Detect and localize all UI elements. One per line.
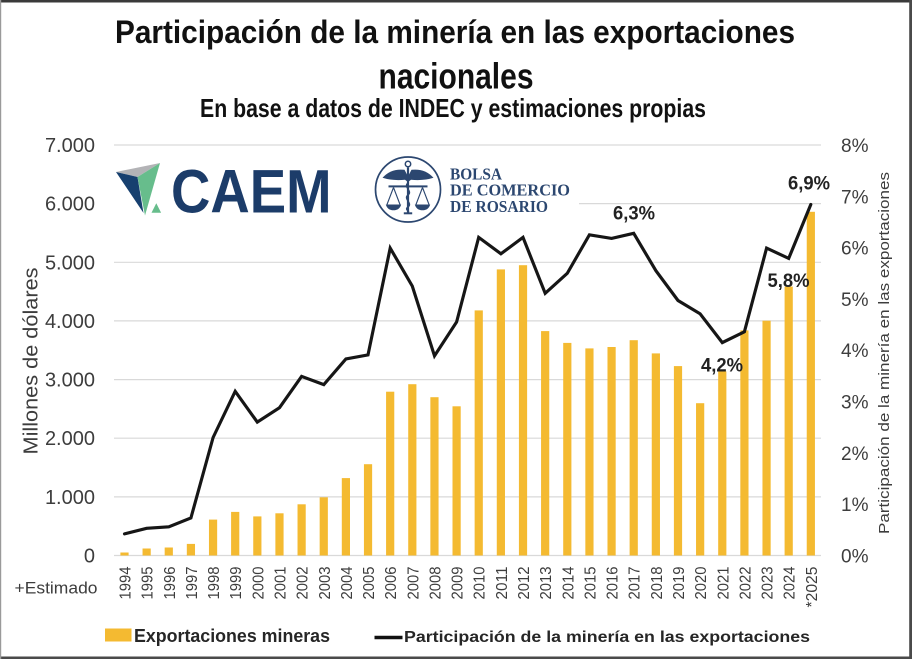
svg-text:6,3%: 6,3% bbox=[613, 203, 655, 224]
svg-text:+Estimado: +Estimado bbox=[15, 579, 98, 598]
svg-text:1999: 1999 bbox=[228, 566, 245, 599]
svg-text:6.000: 6.000 bbox=[45, 194, 95, 216]
svg-text:2021: 2021 bbox=[715, 566, 732, 599]
svg-text:1996: 1996 bbox=[162, 566, 179, 599]
svg-text:Exportaciones mineras: Exportaciones mineras bbox=[134, 626, 330, 646]
svg-text:5%: 5% bbox=[841, 290, 869, 311]
svg-text:2008: 2008 bbox=[428, 566, 445, 599]
svg-text:0%: 0% bbox=[841, 547, 869, 568]
svg-text:2010: 2010 bbox=[472, 566, 489, 599]
svg-text:2014: 2014 bbox=[560, 566, 577, 599]
svg-text:Participación de la minería en: Participación de la minería en las expor… bbox=[115, 14, 795, 50]
svg-text:5.000: 5.000 bbox=[45, 252, 95, 274]
svg-text:8%: 8% bbox=[841, 136, 869, 157]
svg-text:1994: 1994 bbox=[118, 566, 135, 599]
svg-text:Participación de la minería en: Participación de la minería en las expor… bbox=[404, 629, 810, 646]
svg-text:2013: 2013 bbox=[538, 566, 555, 599]
svg-text:BOLSA: BOLSA bbox=[450, 165, 503, 184]
svg-text:2005: 2005 bbox=[361, 566, 378, 599]
svg-text:5,8%: 5,8% bbox=[768, 271, 810, 292]
svg-text:Millones de dólares: Millones de dólares bbox=[21, 268, 43, 455]
svg-text:2004: 2004 bbox=[339, 566, 356, 599]
svg-text:2007: 2007 bbox=[405, 566, 422, 599]
svg-text:2006: 2006 bbox=[383, 566, 400, 599]
svg-text:3%: 3% bbox=[841, 393, 869, 414]
svg-text:2018: 2018 bbox=[649, 566, 666, 599]
svg-text:1998: 1998 bbox=[206, 566, 223, 599]
svg-text:6%: 6% bbox=[841, 239, 869, 260]
svg-text:2015: 2015 bbox=[582, 566, 599, 599]
svg-text:2019: 2019 bbox=[671, 566, 688, 599]
svg-text:2024: 2024 bbox=[782, 566, 799, 599]
svg-text:7%: 7% bbox=[841, 187, 869, 208]
svg-text:3.000: 3.000 bbox=[45, 370, 95, 392]
svg-text:4.000: 4.000 bbox=[45, 311, 95, 333]
svg-text:7.000: 7.000 bbox=[45, 135, 95, 157]
svg-text:1.000: 1.000 bbox=[45, 487, 95, 509]
svg-text:4%: 4% bbox=[841, 341, 869, 362]
svg-text:2.000: 2.000 bbox=[45, 428, 95, 450]
svg-text:2001: 2001 bbox=[273, 566, 290, 599]
svg-text:2022: 2022 bbox=[737, 566, 754, 599]
svg-text:2000: 2000 bbox=[250, 566, 267, 599]
svg-text:6,9%: 6,9% bbox=[788, 174, 830, 195]
svg-text:2011: 2011 bbox=[494, 566, 511, 599]
svg-text:1%: 1% bbox=[841, 495, 869, 516]
svg-text:2%: 2% bbox=[841, 444, 869, 465]
svg-text:DE ROSARIO: DE ROSARIO bbox=[450, 197, 548, 216]
svg-text:0: 0 bbox=[84, 546, 95, 568]
svg-text:CAEM: CAEM bbox=[171, 157, 332, 225]
svg-text:2023: 2023 bbox=[760, 566, 777, 599]
svg-text:2002: 2002 bbox=[295, 566, 312, 599]
svg-text:2009: 2009 bbox=[450, 566, 467, 599]
svg-text:DE COMERCIO: DE COMERCIO bbox=[450, 181, 570, 200]
svg-text:2016: 2016 bbox=[605, 566, 622, 599]
svg-text:4,2%: 4,2% bbox=[701, 356, 743, 377]
svg-text:2003: 2003 bbox=[317, 566, 334, 599]
svg-text:2017: 2017 bbox=[627, 566, 644, 599]
svg-text:*2025: *2025 bbox=[804, 566, 821, 607]
svg-text:1997: 1997 bbox=[184, 566, 201, 599]
svg-text:2012: 2012 bbox=[516, 566, 533, 599]
svg-text:1995: 1995 bbox=[140, 566, 157, 599]
svg-text:En base a datos de INDEC y est: En base a datos de INDEC y estimaciones … bbox=[200, 93, 706, 123]
svg-text:2020: 2020 bbox=[693, 566, 710, 599]
svg-text:nacionales: nacionales bbox=[379, 56, 534, 97]
svg-text:Participación de la minería en: Participación de la minería en las expor… bbox=[876, 172, 893, 534]
